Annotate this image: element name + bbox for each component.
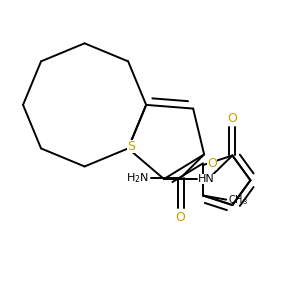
Text: HN: HN — [198, 174, 215, 184]
Text: O: O — [207, 157, 217, 170]
Text: S: S — [127, 140, 135, 153]
Text: O: O — [176, 211, 186, 224]
Text: CH$_3$: CH$_3$ — [228, 193, 248, 207]
Text: H$_2$N: H$_2$N — [126, 171, 149, 185]
Text: O: O — [227, 112, 237, 125]
